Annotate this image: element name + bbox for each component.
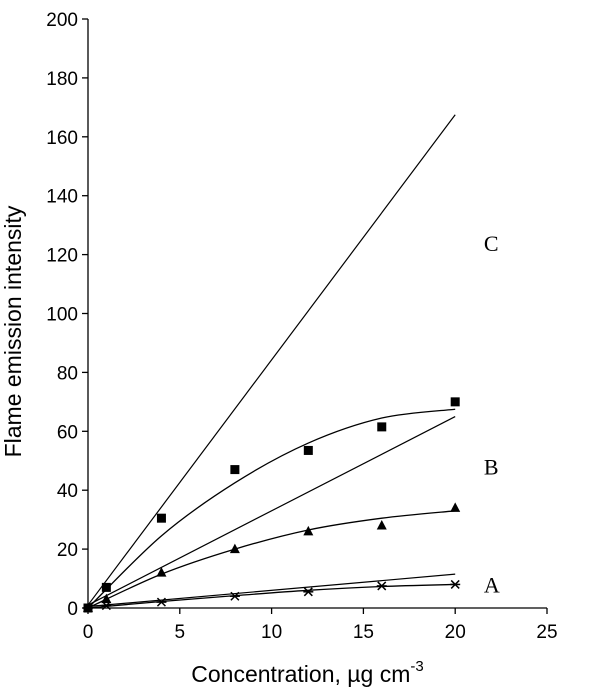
x-tick-label: 5 [175, 622, 186, 643]
fit-curves [87, 408, 456, 609]
y-tick-label: 140 [46, 187, 78, 208]
y-tick-label: 60 [57, 422, 78, 443]
axes: 0 20 40 60 80 100 120 140 160 180 200 0 5 10 15 20 25 [46, 10, 557, 643]
triangle-marker [303, 525, 314, 536]
y-tick-label: 120 [46, 246, 78, 267]
square-marker [377, 422, 387, 432]
y-tick-label: 40 [57, 481, 78, 502]
fit-curve-crosses [87, 583, 456, 609]
square-marker [230, 465, 240, 475]
line-C [87, 114, 456, 606]
reference-lines [87, 114, 456, 608]
star-marker [376, 581, 387, 591]
curve-label-A: A [484, 572, 500, 597]
x-tick-label: 15 [353, 622, 374, 643]
curve-label-B: B [484, 455, 499, 480]
star-marker [303, 587, 314, 597]
square-marker [303, 445, 313, 455]
y-axis-title: Flame emission intensity [0, 205, 26, 457]
x-tick-label: 25 [536, 622, 557, 643]
y-tick-label: 100 [46, 305, 78, 326]
x-tick-label: 10 [261, 622, 282, 643]
square-marker [156, 513, 166, 523]
triangle-marker [376, 520, 387, 530]
data-markers [83, 397, 461, 613]
triangle-marker [229, 543, 240, 554]
y-tick-label: 180 [46, 69, 78, 90]
y-tick-label: 80 [57, 363, 78, 384]
x-tick-label: 20 [445, 622, 466, 643]
star-marker [229, 591, 240, 601]
x-axis-title: Concentration, µg cm-3 [191, 658, 423, 687]
star-marker [156, 597, 167, 607]
line-A [87, 573, 456, 608]
fit-curve-triangles [87, 510, 456, 609]
x-axis-title-superscript: -3 [410, 658, 423, 675]
triangle-marker [101, 593, 112, 604]
star-marker [450, 579, 461, 589]
triangle-marker [156, 567, 167, 577]
square-marker [101, 582, 111, 592]
square-marker [450, 397, 460, 407]
x-tick-label: 0 [83, 622, 94, 643]
curve-label-C: C [484, 231, 499, 256]
line-B [87, 416, 456, 606]
y-tick-label: 160 [46, 128, 78, 149]
y-tick-label: 0 [67, 599, 78, 620]
x-axis-title-main: Concentration, µg cm [191, 661, 410, 687]
triangle-marker [450, 502, 461, 512]
labels: Flame emission intensity Concentration, … [0, 205, 500, 687]
fit-curve-squares [87, 408, 456, 609]
y-tick-label: 200 [46, 10, 78, 31]
y-tick-label: 20 [57, 540, 78, 561]
